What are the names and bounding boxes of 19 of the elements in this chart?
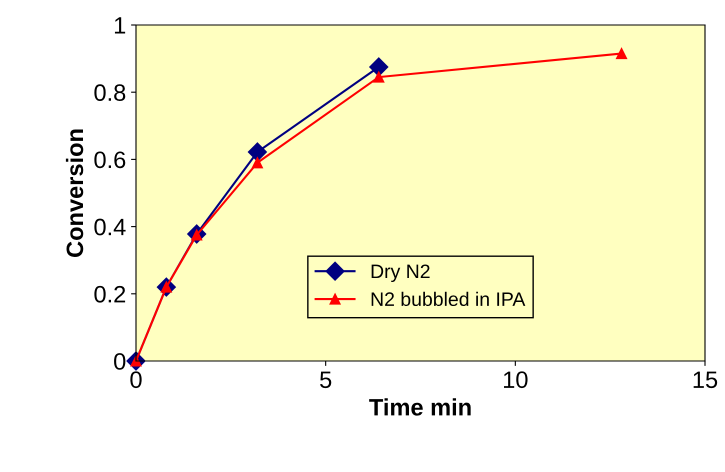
point (252, 157, 263, 168)
x-tick-label: 0 (130, 371, 142, 388)
y-tick-label: 0 (114, 353, 126, 370)
y-tick-label: 0.6 (94, 151, 126, 168)
point (616, 48, 628, 60)
point (369, 57, 388, 77)
point (248, 142, 267, 162)
x-tick-label: 5 (320, 372, 332, 388)
x-tick-label: 15 (694, 372, 718, 388)
x-tick-label: 10 (504, 371, 528, 388)
y-tick-label: 0.2 (94, 286, 126, 303)
y-tick-label: 0.8 (94, 84, 126, 101)
y-axis-title: Conversion (66, 130, 84, 257)
y-tick-label: 0.4 (94, 218, 126, 236)
legend-label: Dry N2 (372, 264, 430, 282)
x-axis-title: Time min (369, 398, 471, 416)
y-tick-label: 1 (114, 17, 126, 34)
legend-label: N2 bubbled in IPA (372, 292, 526, 306)
point (373, 72, 384, 83)
